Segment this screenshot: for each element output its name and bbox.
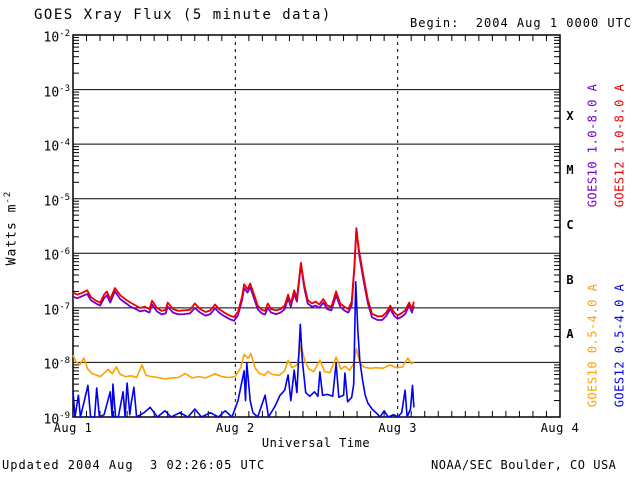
flare-class-m: M (566, 163, 574, 178)
plot-frame (72, 34, 561, 418)
y-axis-title: Watts m-2 (3, 168, 19, 288)
curve-goes10-short (72, 344, 415, 380)
flare-class-x: X (566, 108, 574, 123)
x-tick-label: Aug 3 (378, 421, 417, 435)
xray-flux-plot (72, 34, 561, 418)
y-tick-label: 10-2 (43, 29, 71, 46)
curve-goes12-short (72, 280, 415, 418)
legend-goes12-short: GOES12 0.5-4.0 A (612, 283, 627, 408)
flare-class-a: A (566, 327, 574, 342)
flare-class-c: C (566, 218, 574, 232)
begin-time-label: Begin: 2004 Aug 1 0000 UTC (410, 16, 633, 30)
legend-goes12-long: GOES12 1.0-8.0 A (612, 83, 627, 208)
x-tick-label: Aug 2 (216, 421, 255, 435)
flare-class-b: B (566, 272, 574, 287)
y-axis-title-text: Watts m (4, 203, 20, 266)
credit-label: NOAA/SEC Boulder, CO USA (431, 458, 617, 472)
x-axis-title: Universal Time (261, 436, 371, 450)
y-tick-label: 10-7 (43, 301, 71, 319)
x-tick-label: Aug 4 (540, 421, 580, 435)
curve-goes12-long (72, 228, 415, 318)
updated-timestamp: Updated 2004 Aug 3 02:26:05 UTC (2, 458, 266, 472)
y-tick-label: 10-6 (43, 247, 71, 264)
legend-goes10-short: GOES10 0.5-4.0 A (585, 283, 600, 408)
y-tick-label: 10-9 (43, 411, 71, 428)
y-tick-label: 10-4 (43, 138, 71, 155)
y-axis-title-exponent: -2 (3, 190, 13, 204)
legend-goes10-long: GOES10 1.0-8.0 A (585, 83, 600, 208)
x-tick-label: Aug 1 (53, 421, 93, 435)
page-title: GOES Xray Flux (5 minute data) (34, 7, 332, 23)
y-tick-label: 10-3 (43, 83, 71, 100)
y-tick-label: 10-5 (43, 192, 71, 210)
y-tick-label: 10-8 (43, 356, 71, 373)
